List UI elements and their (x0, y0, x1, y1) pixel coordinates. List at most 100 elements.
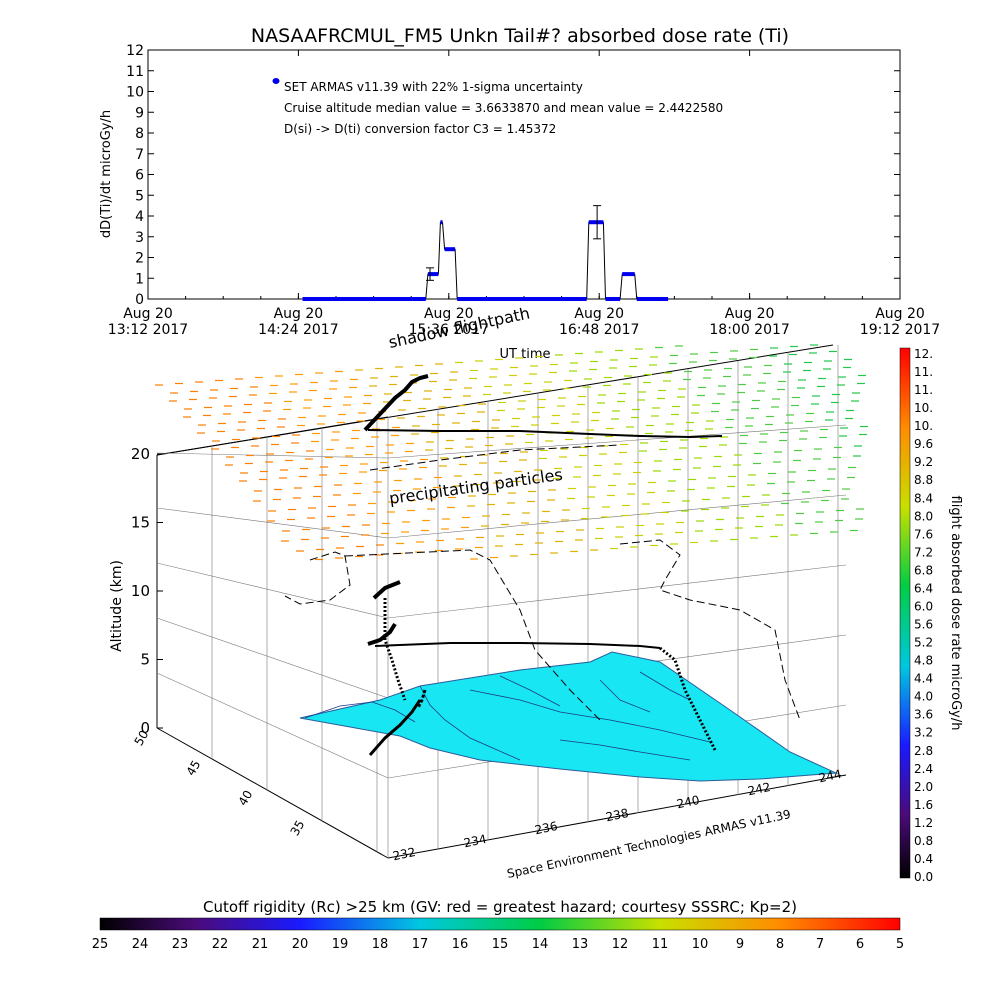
altitude-tick-label: 0 (140, 719, 150, 737)
latitude-tick-label: 45 (184, 758, 204, 778)
dose-rate-series (302, 205, 669, 301)
y-tick-label: 12 (126, 43, 144, 59)
dose-tick-label: 4.0 (914, 690, 933, 704)
rc-tick-label: 24 (132, 937, 149, 952)
rc-tick-label: 16 (452, 937, 469, 952)
annotation-line-1: SET ARMAS v11.39 with 22% 1-sigma uncert… (284, 80, 583, 94)
dose-tick-label: 5.2 (914, 636, 933, 650)
dose-tick-label: 4.4 (914, 672, 933, 686)
dose-tick-label: 11. (914, 383, 933, 397)
latitude-ticks: 50 45 40 35 (132, 728, 308, 838)
shadow-flightpath (284, 444, 801, 721)
grid-line (387, 494, 847, 539)
dose-tick-label: 9.6 (914, 437, 933, 451)
x-tick-date: Aug 20 (424, 306, 474, 322)
altitude-tick-label: 20 (131, 445, 150, 463)
dose-tick-label: 12. (914, 347, 933, 361)
rc-tick-label: 22 (212, 937, 229, 952)
altitude-axis-label: Altitude (km) (109, 560, 125, 652)
grid-line (156, 507, 389, 539)
dose-colorbar-label: flight absorbed dose rate microGy/h (948, 496, 963, 731)
rc-tick-label: 20 (292, 937, 309, 952)
rc-tick-label: 19 (332, 937, 349, 952)
longitude-tick-label: 238 (605, 806, 630, 824)
dose-tick-label: 7.6 (914, 527, 933, 541)
x-tick-time: 19:12 2017 (860, 322, 940, 338)
y-tick-label: 3 (135, 230, 144, 246)
y-tick-label: 4 (135, 209, 144, 225)
dose-tick-label: 10. (914, 401, 933, 415)
x-tick-time: 13:12 2017 (108, 322, 188, 338)
altitude-tick-label: 10 (131, 582, 150, 600)
rc-tick-label: 15 (492, 937, 509, 952)
longitude-tick-label: 244 (818, 767, 843, 785)
chart-title: NASAAFRCMUL_FM5 Unkn Tail#? absorbed dos… (251, 25, 789, 47)
altitude-tick-label: 5 (140, 651, 150, 669)
y-tick-label: 7 (135, 147, 144, 163)
rc-tick-label: 25 (92, 937, 109, 952)
latitude-tick-label: 40 (236, 788, 256, 808)
axis-box (156, 344, 847, 859)
longitude-tick-label: 236 (534, 819, 559, 837)
rc-tick-label: 12 (612, 937, 629, 952)
dose-tick-label: 0.0 (914, 870, 933, 884)
y-tick-label: 6 (135, 168, 144, 184)
credit-label: Space Environment Technologies ARMAS v11… (506, 807, 792, 881)
grid-line (156, 562, 389, 619)
rc-tick-label: 10 (692, 937, 709, 952)
back-wall-grid (156, 345, 847, 858)
top-x-axis-label: UT time (500, 347, 551, 362)
rc-colorbar-ticks: 25 24 23 22 21 20 19 18 17 16 15 14 13 12 11 10 9 8 7 6 5 (92, 937, 904, 952)
rc-tick-label: 8 (776, 937, 784, 952)
flight-track (363, 374, 723, 756)
grid-line (387, 424, 847, 459)
dose-tick-label: 8.0 (914, 509, 933, 523)
rc-tick-label: 23 (172, 937, 189, 952)
longitude-tick-label: 240 (676, 793, 701, 811)
rc-tick-label: 5 (896, 937, 904, 952)
x-tick-date: Aug 20 (274, 306, 324, 322)
dose-tick-label: 3.6 (914, 708, 933, 722)
annotation-line-2: Cruise altitude median value = 3.6633870… (284, 101, 723, 115)
y-tick-label: 9 (135, 105, 144, 121)
grid-line (156, 452, 389, 459)
dose-tick-label: 0.4 (914, 852, 933, 866)
longitude-tick-label: 234 (463, 832, 488, 850)
rc-colorbar-title: Cutoff rigidity (Rc) >25 km (GV: red = g… (203, 898, 797, 916)
dose-colorbar (899, 347, 911, 879)
annotation-line-3: D(si) -> D(ti) conversion factor C3 = 1.… (284, 122, 556, 136)
x-tick-date: Aug 20 (574, 306, 624, 322)
legend-marker (272, 78, 280, 84)
x-tick-date: Aug 20 (725, 306, 775, 322)
precipitating-particles-field (155, 344, 868, 561)
dose-tick-label: 8.8 (914, 473, 933, 487)
y-tick-label: 10 (126, 85, 144, 101)
altitude-tick-label: 15 (131, 514, 150, 532)
longitude-tick-label: 232 (392, 845, 417, 863)
rc-tick-label: 17 (412, 937, 429, 952)
grid-line (156, 617, 389, 699)
dose-tick-label: 7.2 (914, 545, 933, 559)
dose-tick-label: 1.6 (914, 798, 933, 812)
x-tick-time: 16:48 2017 (559, 322, 639, 338)
dose-tick-label: 4.8 (914, 654, 933, 668)
rc-tick-label: 14 (532, 937, 549, 952)
coastline-details (304, 671, 711, 761)
rc-tick-label: 11 (652, 937, 669, 952)
flight-3d-panel: shadow flightpath precipitating particle… (109, 303, 868, 881)
rc-tick-label: 7 (816, 937, 824, 952)
x-tick-time: 18:00 2017 (709, 322, 789, 338)
rc-colorbar (99, 917, 901, 931)
dose-tick-label: 2.4 (914, 762, 933, 776)
dose-tick-label: 6.8 (914, 563, 933, 577)
series-line (302, 221, 669, 300)
dose-tick-label: 6.0 (914, 599, 933, 613)
rc-tick-label: 21 (252, 937, 269, 952)
rc-tick-label: 13 (572, 937, 589, 952)
dose-tick-label: 10. (914, 419, 933, 433)
x-tick-time: 15:36 2017 (409, 322, 489, 338)
y-tick-label: 8 (135, 126, 144, 142)
x-tick-date: Aug 20 (123, 306, 173, 322)
dose-tick-label: 9.2 (914, 455, 933, 469)
